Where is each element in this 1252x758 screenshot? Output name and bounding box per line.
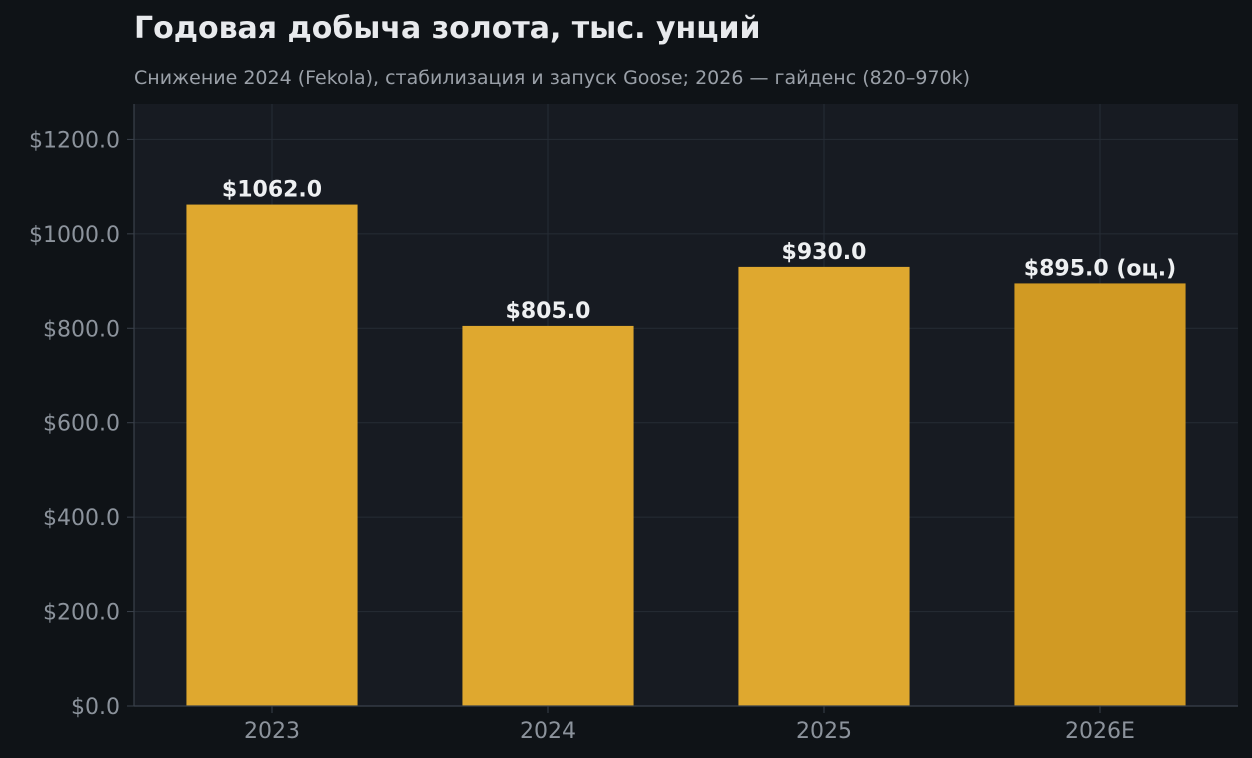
bar-value-label: $895.0 (оц.) (1024, 256, 1176, 281)
y-tick-label: $600.0 (43, 412, 120, 437)
y-tick-label: $1000.0 (29, 223, 120, 248)
x-tick-label: 2025 (796, 719, 852, 744)
bar-value-label: $805.0 (506, 299, 591, 324)
chart-title: Годовая добыча золота, тыс. унций (134, 11, 761, 46)
bar-value-label: $1062.0 (222, 178, 322, 203)
bar-value-label: $930.0 (782, 240, 867, 265)
bar-2025 (738, 266, 910, 706)
y-tick-label: $400.0 (43, 506, 120, 531)
y-tick-label: $200.0 (43, 601, 120, 626)
x-tick-label: 2026E (1065, 719, 1135, 744)
bar-2023 (186, 204, 358, 707)
bar-2024 (462, 325, 634, 706)
bars (186, 204, 1186, 707)
x-tick-label: 2023 (244, 719, 300, 744)
value-labels: $1062.0 $805.0 $930.0 $895.0 (оц.) (222, 178, 1176, 324)
y-tick-label: $800.0 (43, 317, 120, 342)
chart-subtitle: Снижение 2024 (Fekola), стабилизация и з… (134, 67, 970, 89)
y-axis: $0.0 $200.0 $400.0 $600.0 $800.0 $1000.0 $1200… (29, 104, 135, 720)
y-tick-label: $0.0 (71, 695, 120, 720)
bar-2026E (1014, 283, 1186, 706)
x-axis: 2023 2024 2025 2026E (134, 705, 1238, 744)
x-tick-label: 2024 (520, 719, 576, 744)
y-tick-label: $1200.0 (29, 128, 120, 153)
